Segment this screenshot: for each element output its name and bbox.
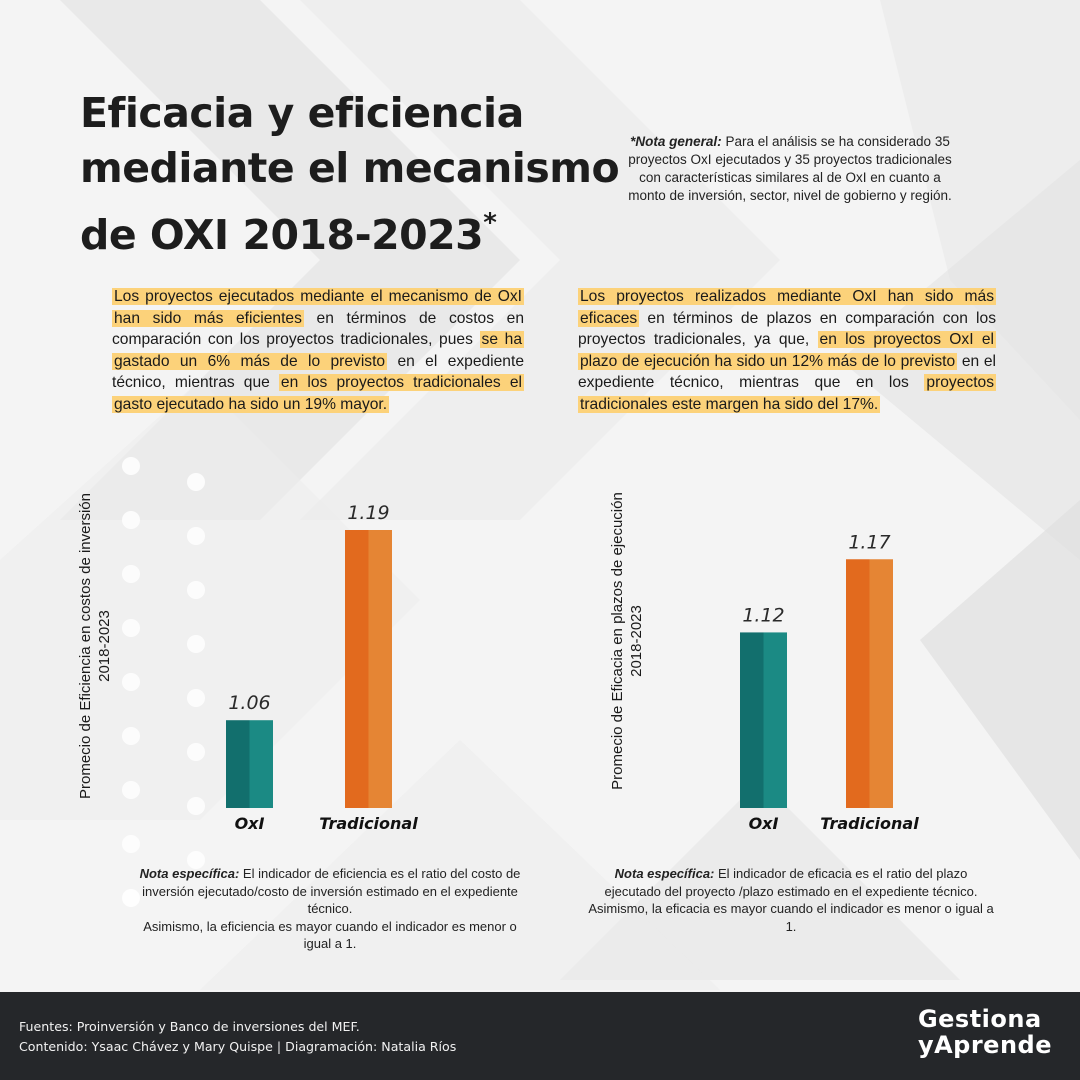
bar-oxi — [226, 720, 273, 808]
paragraph-text: en términos de costos en comparación con… — [112, 309, 524, 349]
page-title: Eficacia y eficiencia mediante el mecani… — [80, 86, 640, 263]
title-asterisk: * — [483, 208, 497, 238]
efficacy-chart: Promecio de Eficacia en plazos de ejecuc… — [609, 492, 919, 833]
bar-shade-right — [763, 632, 787, 808]
bar-shade-left — [345, 530, 369, 808]
efficacy-specific-note: Nota específica: El indicador de eficaci… — [585, 865, 997, 935]
efficacy-note-text: El indicador de eficacia es el ratio del… — [604, 866, 978, 899]
general-note-text: Para el análisis se ha considerado 35 pr… — [628, 134, 952, 203]
bar-shade-left — [226, 720, 250, 808]
efficacy-chart-svg: 1.12 OxI 1.17 Tradicional — [740, 531, 919, 833]
title-line-1: Eficacia y eficiencia — [80, 89, 524, 137]
category-label: OxI — [749, 814, 779, 833]
footer-authors: Contenido: Ysaac Chávez y Mary Quispe | … — [19, 1039, 457, 1054]
brand-line-2: yAprende — [917, 1031, 1052, 1059]
data-label: 1.06 — [228, 692, 270, 714]
brand-line-1: Gestiona — [917, 1005, 1042, 1033]
title-line-2: mediante el mecanismo — [80, 144, 620, 192]
data-label: 1.19 — [347, 502, 389, 524]
bar-shade-left — [740, 632, 764, 808]
paragraph-text: en el expediente técnico, mientras que e… — [578, 352, 996, 392]
efficiency-note-text: El indicador de eficiencia es el ratio d… — [142, 866, 521, 916]
title-line-3: de OXI 2018-2023* — [80, 196, 640, 263]
category-label: Tradicional — [820, 814, 919, 833]
general-note-label: *Nota general: — [630, 134, 722, 149]
footer: Fuentes: Proinversión y Banco de inversi… — [0, 992, 1080, 1080]
efficiency-summary-paragraph: Los proyectos ejecutados mediante el mec… — [112, 286, 524, 415]
title-line-3-text: de OXI 2018-2023 — [80, 211, 484, 259]
bar-oxi — [740, 632, 787, 808]
category-label: Tradicional — [319, 814, 418, 833]
bar-shade-right — [368, 530, 392, 808]
efficacy-note-label: Nota específica: — [614, 866, 715, 881]
bar-tradicional — [345, 530, 392, 808]
efficiency-note-label: Nota específica: — [139, 866, 240, 881]
bar-shade-right — [869, 559, 893, 808]
paragraph-text: en términos de plazos en comparación con… — [578, 309, 996, 349]
efficacy-note-text2: Asimismo, la eficacia es mayor cuando el… — [588, 901, 994, 934]
data-label: 1.12 — [742, 604, 784, 626]
bar-tradicional — [846, 559, 893, 808]
general-note: *Nota general: Para el análisis se ha co… — [620, 133, 960, 205]
bar-shade-right — [249, 720, 273, 808]
efficiency-chart: Promecio de Eficiencia en costos de inve… — [0, 0, 540, 990]
efficiency-specific-note: Nota específica: El indicador de eficien… — [130, 865, 530, 953]
efficacy-summary-paragraph: Los proyectos realizados mediante OxI ha… — [578, 286, 996, 415]
category-label: OxI — [235, 814, 265, 833]
footer-credits: Fuentes: Proinversión y Banco de inversi… — [19, 1017, 456, 1057]
data-label: 1.17 — [848, 531, 890, 553]
bar-shade-left — [846, 559, 870, 808]
efficiency-chart-svg: 1.06 OxI 1.19 Tradicional — [226, 502, 418, 833]
paragraph-text: en el expediente técnico, mientras que — [112, 352, 524, 392]
brand-logo: Gestiona yAprende — [918, 1006, 1052, 1058]
footer-sources: Fuentes: Proinversión y Banco de inversi… — [19, 1019, 360, 1034]
efficiency-note-text2: Asimismo, la eficiencia es mayor cuando … — [143, 918, 517, 952]
